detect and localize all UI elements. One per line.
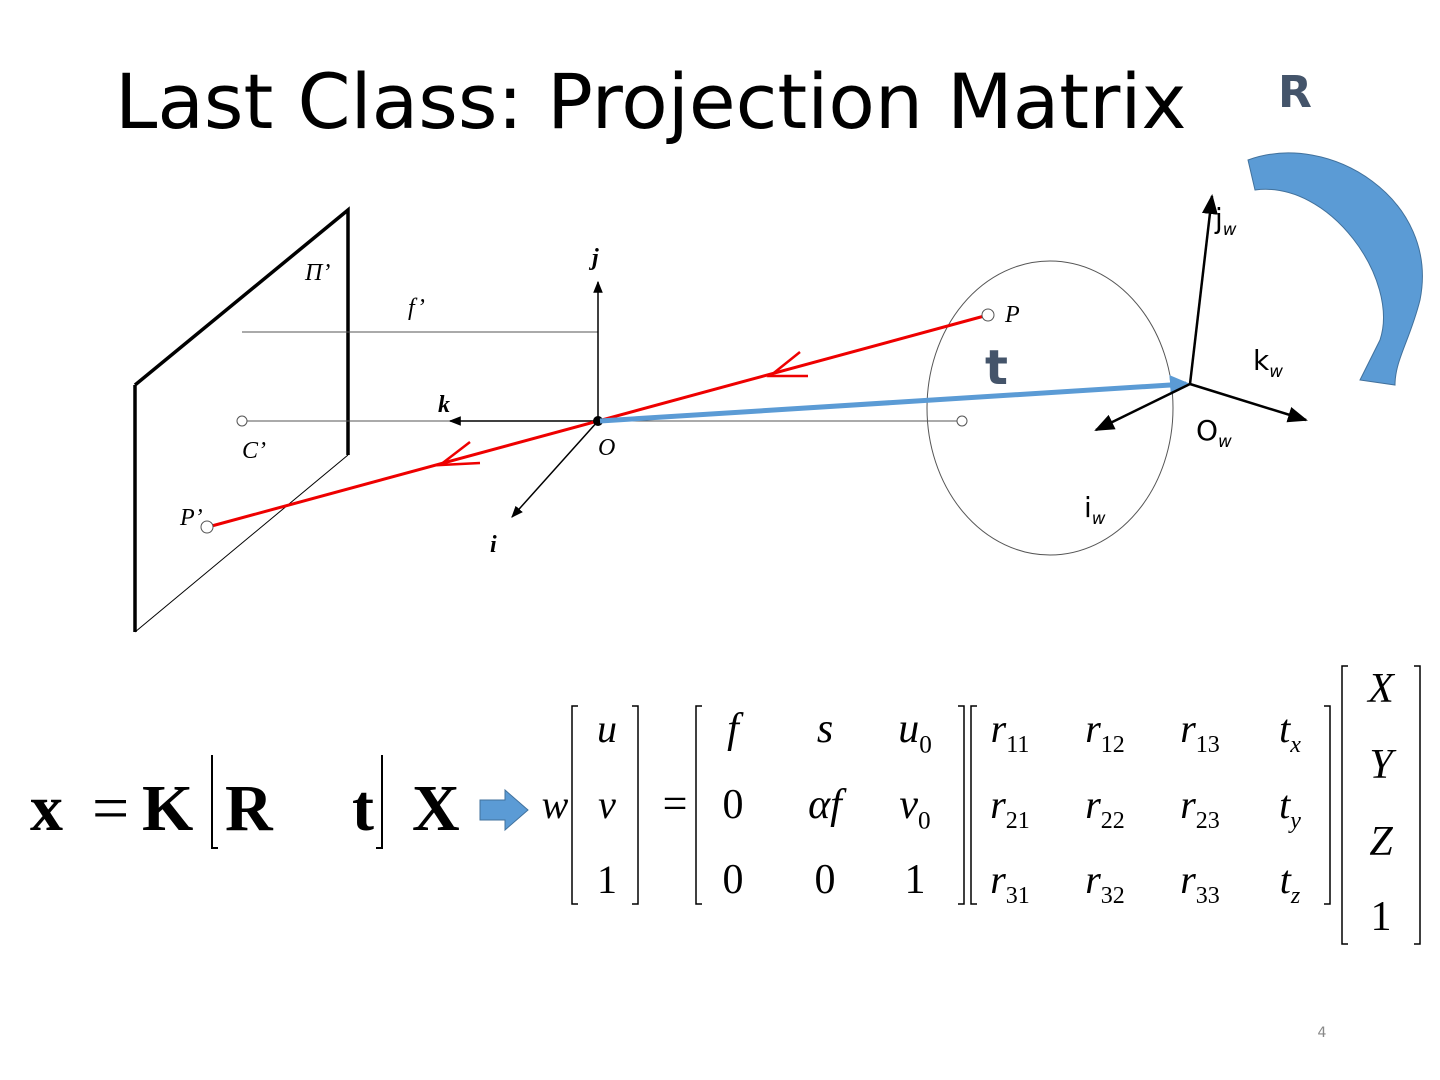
- world-label-i-sub: w: [1092, 508, 1106, 528]
- image-point: 1: [597, 857, 617, 902]
- extrinsic-cell-sub: 32: [1101, 883, 1125, 909]
- intrinsic-cell: v0: [899, 782, 930, 835]
- intrinsic-cell: 0: [723, 782, 744, 828]
- extrinsic-cell-sub: z: [1290, 883, 1301, 909]
- world-point: Z: [1369, 819, 1393, 865]
- world-point: Y: [1369, 742, 1397, 788]
- intrinsic-cell: 1: [905, 857, 926, 903]
- eq-r: R: [225, 772, 274, 845]
- extrinsic-cell-sub: 23: [1196, 808, 1220, 834]
- intrinsic-cell-base: u: [898, 706, 919, 752]
- extrinsic-cell-base: r: [1180, 706, 1196, 751]
- intrinsic-cell-sub: 0: [918, 808, 931, 835]
- extrinsic-cell-sub: 33: [1196, 883, 1220, 909]
- eq-k: K: [142, 772, 193, 845]
- intrinsic-cell: f: [727, 706, 744, 752]
- world-label-k-sub: w: [1269, 361, 1283, 381]
- extrinsic-cell-sub: 31: [1006, 883, 1030, 909]
- extrinsic-cell-base: t: [1279, 706, 1291, 751]
- extrinsic-cell-sub: 13: [1196, 732, 1220, 758]
- equals: =: [663, 779, 688, 828]
- extrinsic-cell: r21: [990, 782, 1030, 834]
- extrinsic-cell: r22: [1085, 782, 1125, 834]
- extrinsic-cell: r33: [1180, 857, 1220, 909]
- extrinsic-cell-base: r: [1085, 782, 1101, 827]
- world-label-o-base: O: [1196, 414, 1218, 447]
- extrinsic-cell-base: r: [990, 782, 1006, 827]
- intrinsic-cell: u0: [898, 706, 932, 759]
- world-point: 1: [1371, 894, 1392, 940]
- world-label-k-base: k: [1253, 344, 1270, 377]
- rotation-label: R: [1278, 67, 1312, 118]
- camera-diagram: [133, 194, 1308, 633]
- plane-label: Π’: [304, 260, 330, 286]
- extrinsic-cell-base: r: [991, 706, 1007, 751]
- eq-bigx: X: [412, 772, 460, 845]
- implies-arrow: [479, 788, 529, 832]
- scale: w: [542, 782, 569, 827]
- world-label-i: iw: [1084, 491, 1106, 528]
- extrinsic-cell: r11: [991, 706, 1030, 758]
- eq-equals: =: [92, 772, 129, 845]
- world-label-j-base: j: [1214, 202, 1223, 235]
- extrinsic-cell: r31: [990, 857, 1030, 909]
- slide-title: Last Class: Projection Matrix: [115, 57, 1186, 146]
- translation-label: t: [985, 340, 1008, 396]
- o-label: O: [598, 435, 615, 461]
- world-label-o: Ow: [1196, 414, 1232, 451]
- intrinsic-cell: αf: [808, 782, 847, 828]
- extrinsic-cell-base: r: [1085, 706, 1101, 751]
- extrinsic-cell-base: t: [1280, 857, 1292, 902]
- image-point: u: [597, 706, 617, 751]
- intrinsic-cell: 0: [723, 857, 744, 903]
- extrinsic-cell-sub: y: [1288, 808, 1301, 834]
- intrinsic-cell-sub: 0: [919, 732, 932, 759]
- world-label-i-base: i: [1084, 491, 1092, 524]
- image-point: v: [598, 782, 616, 827]
- intrinsic-cell-base: v: [899, 782, 918, 828]
- j-label: j: [588, 245, 599, 271]
- extrinsic-cell: tz: [1280, 857, 1301, 909]
- world-label-o-sub: w: [1218, 431, 1232, 451]
- eq-x: x: [30, 772, 63, 845]
- extrinsic-cell-base: r: [990, 857, 1006, 902]
- extrinsic-cell-base: r: [1180, 857, 1196, 902]
- focal-label: f’: [408, 295, 425, 321]
- extrinsic-cell: r23: [1180, 782, 1220, 834]
- slide-number: 4: [1318, 1025, 1327, 1041]
- extrinsic-cell: r12: [1085, 706, 1125, 758]
- world-point: X: [1366, 666, 1396, 712]
- world-label-j: jw: [1214, 202, 1237, 239]
- extrinsic-cell-sub: 22: [1101, 808, 1125, 834]
- extrinsic-cell: ty: [1279, 782, 1301, 834]
- rotation-arrow: [1247, 152, 1423, 386]
- k-label: k: [438, 392, 450, 418]
- extrinsic-cell-base: r: [1180, 782, 1196, 827]
- extrinsic-cell-sub: 12: [1101, 732, 1125, 758]
- extrinsic-cell-base: r: [1085, 857, 1101, 902]
- world-label-j-sub: w: [1223, 219, 1237, 239]
- extrinsic-cell: tx: [1279, 706, 1301, 758]
- c-label: C’: [242, 438, 266, 464]
- extrinsic-cell-base: t: [1279, 782, 1291, 827]
- world-label-k: kw: [1253, 344, 1283, 381]
- p-label: P: [1004, 302, 1020, 328]
- equation: x = K R t X: [30, 755, 460, 849]
- extrinsic-cell-sub: 21: [1006, 808, 1030, 834]
- i-label: i: [490, 532, 497, 558]
- intrinsic-cell: 0: [815, 857, 836, 903]
- extrinsic-cell-sub: 11: [1006, 732, 1029, 758]
- matrix-brackets: [571, 665, 1421, 945]
- p-prime-label: P’: [179, 505, 203, 531]
- extrinsic-cell: r13: [1180, 706, 1220, 758]
- extrinsic-cell: r32: [1085, 857, 1125, 909]
- eq-t: t: [352, 772, 374, 845]
- intrinsic-cell: s: [817, 706, 833, 752]
- extrinsic-cell-sub: x: [1289, 732, 1301, 758]
